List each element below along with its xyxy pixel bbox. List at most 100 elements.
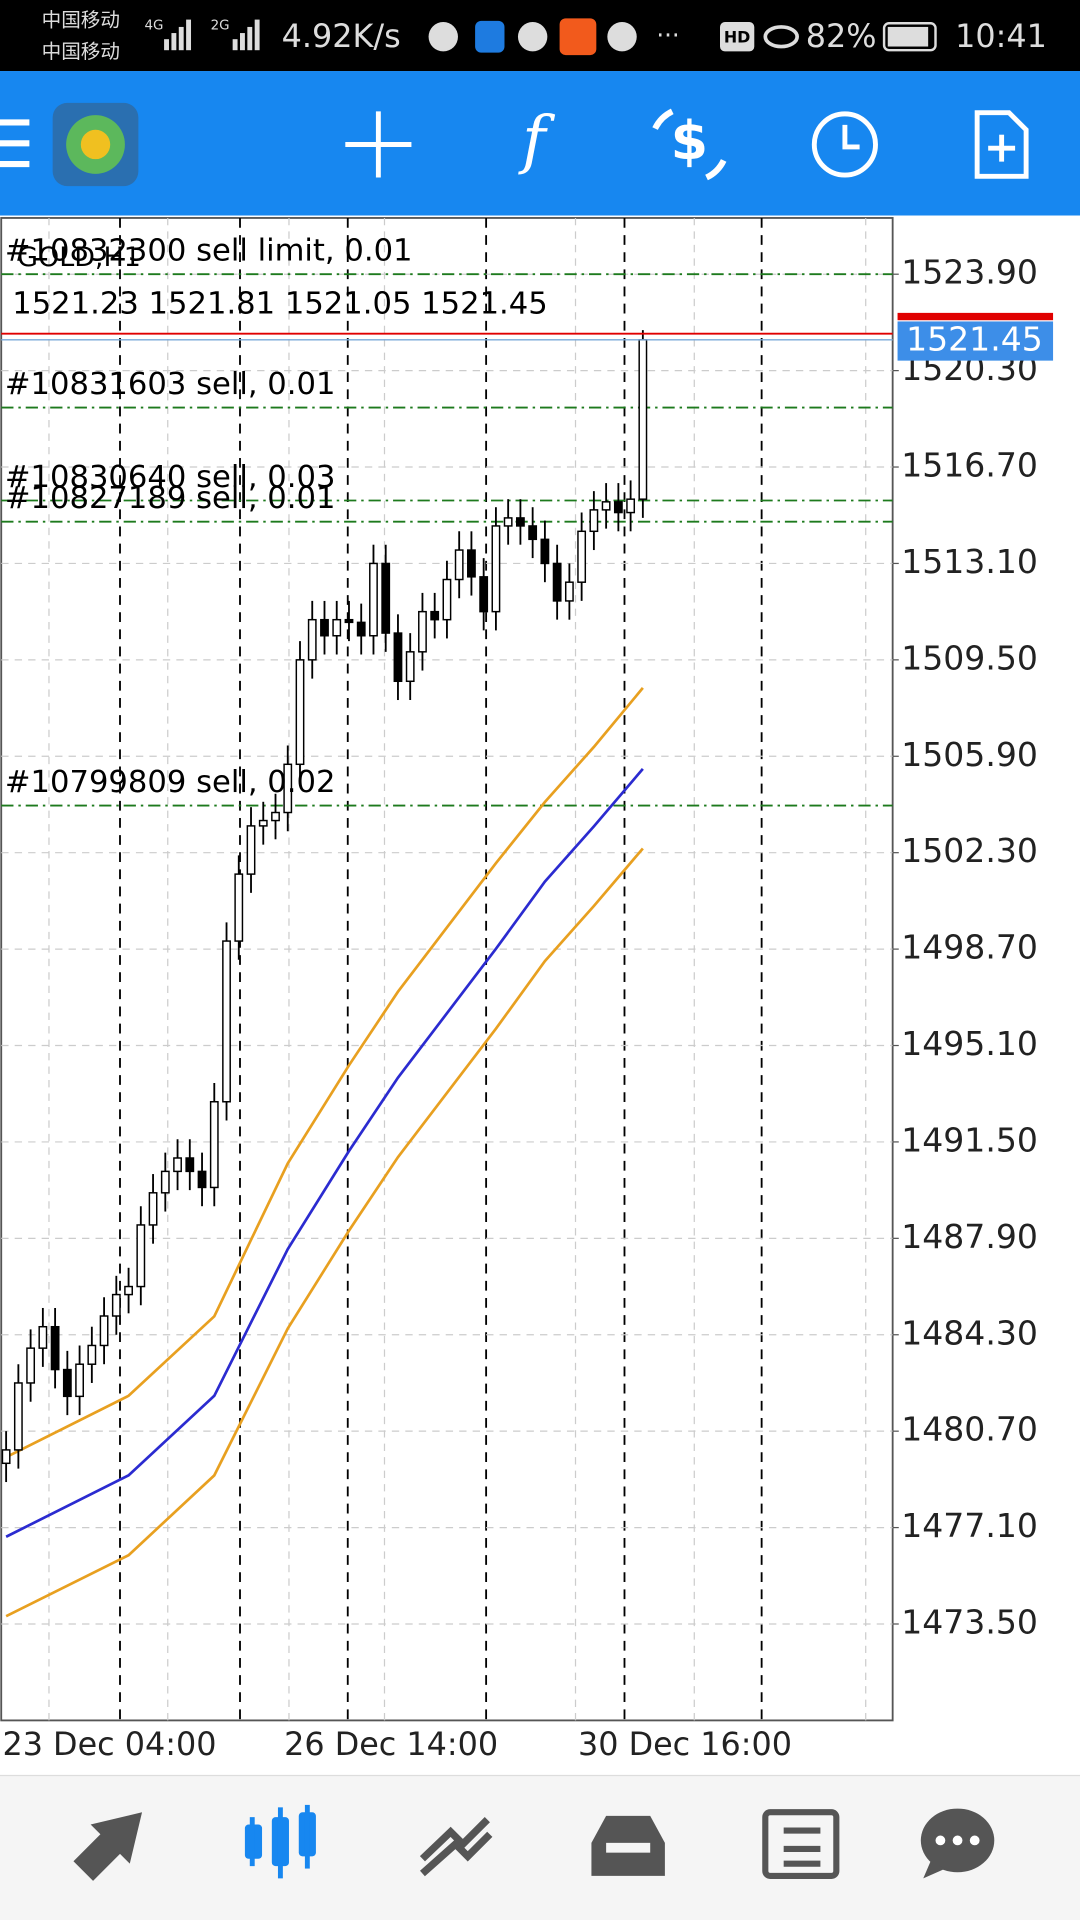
candle-body — [626, 498, 636, 514]
candle-body — [234, 873, 244, 942]
symbol-label: GOLD,H1 — [17, 242, 141, 273]
candle-body — [222, 940, 231, 1103]
network: 4G — [144, 19, 163, 34]
order-label: #10832300 sell limit, 0.01 — [5, 234, 413, 269]
candle-body — [369, 562, 378, 637]
candle-body — [577, 530, 587, 583]
order-label: #10831603 sell, 0.01 — [5, 367, 336, 402]
candle-body — [99, 1315, 109, 1347]
candle-body — [503, 517, 513, 527]
chat-tab[interactable] — [920, 1808, 995, 1879]
indicator-line — [5, 847, 644, 1618]
y-tick-label: 1505.90 — [901, 735, 1038, 774]
candle-body — [13, 1382, 23, 1451]
candle-body — [613, 501, 623, 514]
y-tick-label: 1513.10 — [901, 542, 1038, 581]
chart-tab[interactable] — [244, 1804, 316, 1879]
candle-body — [589, 509, 599, 533]
y-tick-label: 1502.30 — [901, 831, 1038, 870]
y-tick-label: 1491.50 — [901, 1120, 1038, 1159]
plot — [1, 273, 899, 1625]
candle-body — [258, 819, 268, 827]
candle-body — [38, 1325, 48, 1349]
candle-body — [111, 1293, 121, 1317]
timeframe-button[interactable] — [811, 111, 878, 178]
candle-body — [528, 525, 538, 541]
candle-body — [638, 339, 648, 500]
candle-body — [185, 1157, 195, 1173]
candle-body — [307, 618, 317, 661]
network: 2G — [211, 19, 230, 34]
app-logo[interactable] — [52, 102, 139, 187]
y-tick-label: 1498.70 — [901, 928, 1038, 967]
carrier: 中国移动 — [42, 8, 120, 31]
y-tick-label: 1484.30 — [901, 1313, 1038, 1352]
candle-body — [246, 825, 256, 875]
candle-body — [124, 1285, 133, 1296]
candle-body — [467, 549, 476, 578]
candle-body — [332, 618, 342, 637]
battery-icon — [882, 22, 937, 52]
news-tab[interactable] — [762, 1809, 840, 1879]
candle-body — [209, 1101, 219, 1189]
order-label: #10827189 sell, 0.01 — [5, 481, 336, 516]
history-tab[interactable] — [591, 1815, 665, 1876]
app-icons: ··· — [428, 18, 680, 56]
candle-body — [271, 811, 280, 822]
price-label: 1521.45 — [906, 320, 1043, 359]
candle-body — [516, 517, 525, 527]
y-tick-label: 1523.90 — [901, 253, 1038, 292]
crosshair-button[interactable] — [345, 111, 412, 178]
bottom-nav — [0, 1775, 1080, 1920]
candle-body — [26, 1347, 36, 1384]
quotes-tab[interactable] — [73, 1812, 143, 1881]
candle-body — [197, 1170, 207, 1189]
trade-button[interactable]: $ — [652, 108, 727, 181]
candle-body — [50, 1325, 60, 1371]
candle-body — [75, 1363, 85, 1398]
candle-body — [540, 538, 550, 565]
candle-body — [405, 651, 415, 683]
order-label: #10799809 sell, 0.02 — [5, 765, 336, 800]
candle-body — [454, 549, 464, 581]
y-tick-label: 1516.70 — [901, 446, 1038, 485]
candle-body — [320, 618, 329, 637]
candle-body — [601, 501, 611, 511]
candle-body — [442, 578, 452, 621]
trade-tab[interactable] — [419, 1816, 493, 1877]
bid-marker — [897, 312, 1054, 321]
svg-text:$: $ — [671, 109, 708, 172]
y-tick-label: 1509.50 — [901, 638, 1038, 677]
new-order-button[interactable] — [974, 110, 1029, 179]
menu-button[interactable] — [0, 119, 30, 168]
candle-body — [418, 610, 427, 653]
carrier: 中国移动 — [42, 40, 120, 63]
candle-body — [295, 659, 305, 766]
net-speed: 4.92K/s — [282, 17, 401, 55]
candle-body — [62, 1368, 72, 1398]
candle-body — [160, 1170, 170, 1194]
svg-text:···: ··· — [656, 21, 679, 50]
candle-body — [381, 562, 391, 634]
period-separators — [48, 217, 867, 1721]
toolbar — [0, 71, 1080, 216]
x-tick-label: 23 Dec 04:00 — [2, 1725, 216, 1763]
clock: 10:41 — [955, 17, 1047, 55]
chart-area — [0, 217, 894, 1722]
order-label: #10830640 sell, 0.03 — [5, 460, 336, 495]
candle-body — [479, 576, 489, 613]
eye-icon — [763, 25, 799, 49]
candle-body — [283, 763, 293, 814]
y-tick-label: 1495.10 — [901, 1024, 1038, 1063]
y-tick-label: 1473.50 — [901, 1602, 1038, 1641]
candle-body — [393, 632, 403, 683]
indicator-line — [5, 687, 644, 1459]
candle-body — [552, 562, 562, 602]
battery-level — [887, 26, 929, 47]
candle-body — [491, 525, 501, 613]
candle-body — [430, 610, 440, 621]
candle-body — [1, 1449, 11, 1465]
hd-badge — [720, 22, 755, 52]
